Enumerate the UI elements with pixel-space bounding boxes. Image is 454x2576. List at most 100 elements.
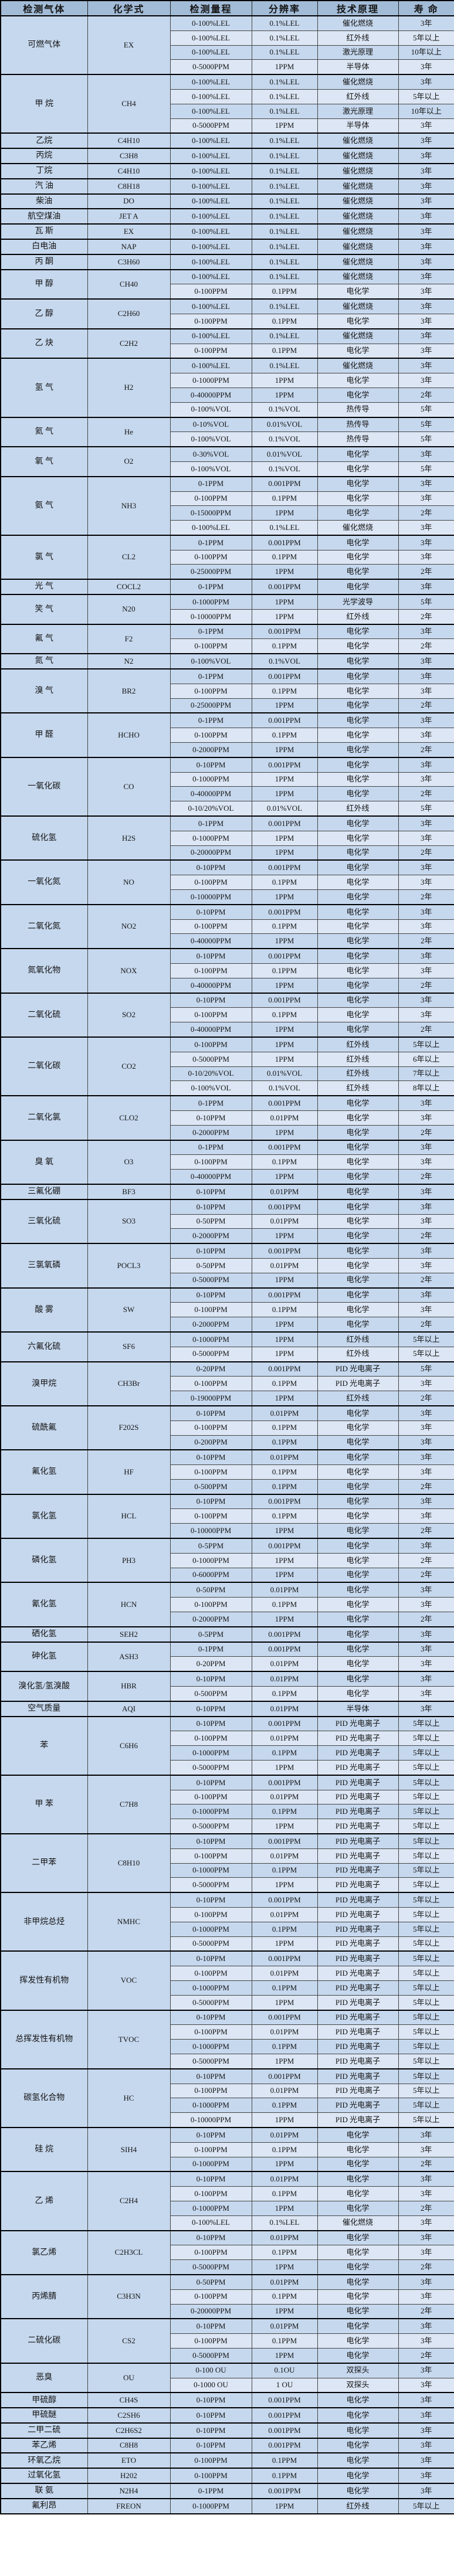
range-cell: 0-19000PPM bbox=[170, 1391, 252, 1406]
range-cell: 0-100PPM bbox=[170, 1966, 252, 1981]
range-cell: 0-100%LEL bbox=[170, 223, 252, 240]
table-row: 氯 气 CL2 0-1PPM 0.001PPM 电化学 3年 bbox=[0, 534, 454, 580]
resolution-cell: 0.1%VOL bbox=[251, 402, 318, 418]
table-row: 0-100%LEL 0.1%LEL 红外线 5年以上 bbox=[1, 89, 454, 104]
gas-name-cell: 一氧化氮 bbox=[0, 859, 88, 905]
principle-cell: 激光原理 bbox=[317, 45, 399, 60]
resolution-cell: 0.1PPM bbox=[251, 2289, 318, 2305]
formula-cell: C6H6 bbox=[87, 1715, 171, 1776]
gas-name-cell: 三氟化硼 bbox=[0, 1183, 88, 1200]
gas-name-cell: 三氧化硫 bbox=[0, 1198, 88, 1244]
principle-cell: 电化学 bbox=[317, 786, 399, 802]
lifespan-cell: 2年 bbox=[398, 2303, 454, 2319]
principle-cell: 电化学 bbox=[317, 475, 399, 492]
principle-cell: PID 光电离子 bbox=[317, 1789, 399, 1805]
table-row: 乙 醇 C2H60 0-100%LEL 0.1%LEL 催化燃烧 3年 bbox=[0, 298, 454, 329]
principle-cell: 电化学 bbox=[317, 638, 399, 654]
gas-name-cell: 苯乙烯 bbox=[0, 2437, 88, 2453]
principle-cell: 电化学 bbox=[317, 903, 399, 920]
resolution-cell: 1PPM bbox=[251, 1022, 318, 1038]
gas-name-cell: 光 气 bbox=[0, 579, 88, 595]
table-row: 一氧化碳 CO 0-10PPM 0.001PPM 电化学 3年 bbox=[0, 756, 454, 817]
principle-cell: 电化学 bbox=[317, 1538, 399, 1554]
resolution-cell: 1PPM bbox=[251, 2497, 318, 2514]
table-row: 苯乙烯 C8H8 0-10PPM 0.001PPM 电化学 3年 bbox=[0, 2437, 454, 2453]
resolution-cell: 0.001PPM bbox=[251, 1139, 318, 1156]
range-cell: 0-10PPM bbox=[170, 2422, 252, 2439]
principle-cell: 催化燃烧 bbox=[317, 238, 399, 255]
range-cell: 0-1PPM bbox=[170, 1641, 252, 1657]
table-row: 氯乙烯 C2H3CL 0-10PPM 0.01PPM 电化学 3年 bbox=[0, 2230, 454, 2275]
lifespan-cell: 3年 bbox=[398, 683, 454, 699]
range-cell: 0-5000PPM bbox=[170, 1819, 252, 1834]
principle-cell: 电化学 bbox=[317, 1405, 399, 1421]
lifespan-cell: 5年以上 bbox=[398, 2098, 454, 2113]
formula-cell: NMHC bbox=[87, 1892, 171, 1952]
principle-cell: 电化学 bbox=[317, 2392, 399, 2408]
lifespan-cell: 3年 bbox=[398, 1508, 454, 1524]
principle-cell: 电化学 bbox=[317, 2245, 399, 2261]
formula-cell: HCN bbox=[87, 1582, 171, 1627]
resolution-cell: 1PPM bbox=[251, 977, 318, 994]
principle-cell: 电化学 bbox=[317, 1464, 399, 1480]
principle-cell: 双探头 bbox=[317, 2377, 399, 2393]
range-cell: 0-50PPM bbox=[170, 2273, 252, 2290]
header-gas: 检测气体 bbox=[0, 0, 88, 16]
principle-cell: 电化学 bbox=[317, 564, 399, 580]
resolution-cell: 0.01PPM bbox=[251, 2171, 318, 2187]
table-row: 0-100PPM 0.1PPM 电化学 3年 bbox=[1, 1464, 454, 1480]
principle-cell: 半导体 bbox=[317, 59, 399, 75]
gas-name-cell: 总挥发性有机物 bbox=[0, 2009, 88, 2069]
principle-cell: PID 光电离子 bbox=[317, 2112, 399, 2128]
resolution-cell: 1PPM bbox=[251, 373, 318, 388]
lifespan-cell: 2年 bbox=[398, 786, 454, 802]
lifespan-cell: 5年以上 bbox=[398, 2053, 454, 2069]
principle-cell: 热传导 bbox=[317, 431, 399, 447]
lifespan-cell: 2年 bbox=[398, 1317, 454, 1333]
table-row: 0-100PPM 0.01PPM PID 光电离子 5年以上 bbox=[1, 1966, 454, 1981]
resolution-cell: 1PPM bbox=[251, 1228, 318, 1244]
lifespan-cell: 3年 bbox=[398, 132, 454, 149]
gas-name-cell: 甲 苯 bbox=[0, 1774, 88, 1834]
range-cell: 0-100%LEL bbox=[170, 298, 252, 314]
table-row: 硫酰氟 F202S 0-10PPM 0.01PPM 电化学 3年 bbox=[0, 1405, 454, 1450]
gas-sensor-spec-table: 检测气体 化学式 检测量程 分辨率 技术原理 寿 命 可燃气体 EX 0-100%L… bbox=[0, 0, 454, 2514]
resolution-cell: 0.001PPM bbox=[251, 1198, 318, 1215]
range-cell: 0-15000PPM bbox=[170, 505, 252, 521]
lifespan-cell: 3年 bbox=[398, 2483, 454, 2499]
table-row: 0-1000PPM 1PPM 电化学 3年 bbox=[1, 373, 454, 388]
principle-cell: 电化学 bbox=[317, 343, 399, 359]
lifespan-cell: 3年 bbox=[398, 1435, 454, 1450]
range-cell: 0-1PPM bbox=[170, 668, 252, 684]
resolution-cell: 0.1PPM bbox=[251, 1980, 318, 1996]
table-row: 0-100PPM 0.1PPM 电化学 3年 bbox=[1, 2289, 454, 2305]
lifespan-cell: 3年 bbox=[398, 1183, 454, 1200]
table-row: 三氟化硼 BF3 0-10PPM 0.01PPM 电化学 3年 bbox=[0, 1183, 454, 1200]
principle-cell: PID 光电离子 bbox=[317, 1907, 399, 1922]
table-row: 乙 烯 C2H4 0-10PPM 0.01PPM 电化学 3年 bbox=[0, 2171, 454, 2231]
table-row: 0-100PPM 0.01PPM PID 光电离子 5年以上 bbox=[1, 2024, 454, 2040]
range-cell: 0-5PPM bbox=[170, 1538, 252, 1554]
principle-cell: 电化学 bbox=[317, 2347, 399, 2364]
gas-name-cell: 氢 气 bbox=[0, 358, 88, 418]
gas-name-cell: 氯化氢 bbox=[0, 1493, 88, 1539]
principle-cell: PID 光电离子 bbox=[317, 1936, 399, 1952]
resolution-cell: 1PPM bbox=[251, 2259, 318, 2275]
principle-cell: 热传导 bbox=[317, 402, 399, 418]
table-row: 0-5000PPM 1PPM PID 光电离子 5年以上 bbox=[1, 1819, 454, 1834]
range-cell: 0-100PPM bbox=[170, 1420, 252, 1436]
table-row: 氦 气 He 0-10%VOL 0.01%VOL 热传导 5年 bbox=[0, 416, 454, 447]
range-cell: 0-500PPM bbox=[170, 1686, 252, 1702]
lifespan-cell: 5年以上 bbox=[398, 1980, 454, 1996]
lifespan-cell: 5年以上 bbox=[398, 1804, 454, 1820]
range-cell: 0-100%VOL bbox=[170, 653, 252, 670]
lifespan-cell: 3年 bbox=[398, 875, 454, 891]
formula-cell: SO3 bbox=[87, 1198, 171, 1244]
formula-cell: CH40 bbox=[87, 269, 171, 300]
resolution-cell: 0.001PPM bbox=[251, 668, 318, 684]
range-cell: 0-10PPM bbox=[170, 1493, 252, 1510]
range-cell: 0-10PPM bbox=[170, 2126, 252, 2143]
lifespan-cell: 5年 bbox=[398, 801, 454, 817]
principle-cell: 红外线 bbox=[317, 1080, 399, 1096]
gas-name-cell: 二硫化碳 bbox=[0, 2318, 88, 2364]
